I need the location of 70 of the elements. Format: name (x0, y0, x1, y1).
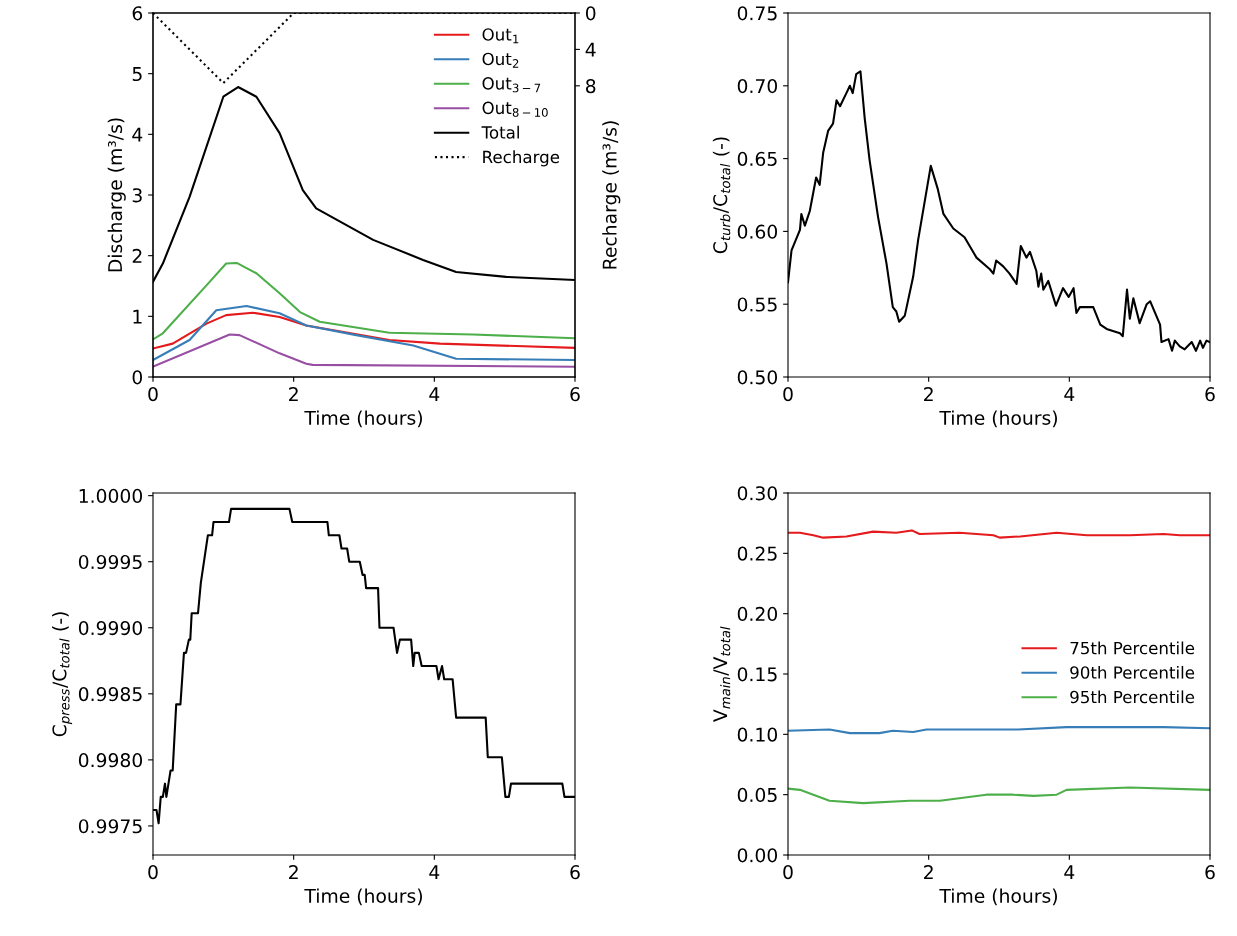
line-series (788, 786, 1210, 805)
line-series (153, 304, 575, 362)
y-tick-label: 0.05 (737, 787, 777, 803)
x-tick-label: 6 (1205, 387, 1215, 402)
y-tick-label: 1.0000 (79, 488, 143, 504)
line-series (153, 311, 575, 350)
y2-tick-label: 8 (585, 79, 596, 94)
y-tick-label: 0.9985 (78, 687, 142, 702)
y-tick-label: 0.10 (737, 727, 778, 742)
x-tick-label: 0 (148, 387, 158, 402)
y-axis-title: C$_{press}$/C$_{total}$ (-) (52, 612, 73, 737)
y-tick-label: 0.9975 (78, 819, 142, 834)
legend-label: 95th Percentile (1070, 690, 1195, 704)
x-tick-label: 6 (570, 865, 580, 880)
line-series (153, 333, 575, 368)
x-tick-label: 0 (783, 387, 793, 402)
x-tick-label: 2 (924, 387, 933, 401)
legend-label: 90th Percentile (1070, 665, 1195, 679)
legend-label: Total (481, 125, 519, 139)
x-tick-label: 4 (429, 865, 440, 879)
y-tick-label: 1 (133, 309, 142, 324)
x-axis-title: Time (hours) (939, 410, 1057, 428)
y-tick-label: 0.75 (737, 6, 777, 21)
y-tick-label: 5 (132, 67, 142, 82)
y-tick-label: 0.9990 (78, 620, 143, 636)
y-tick-label: 0.55 (737, 297, 777, 312)
y-tick-label: 0.30 (737, 486, 778, 501)
x-tick-label: 4 (1064, 865, 1075, 879)
y-axis-title: V$_{main}$/V$_{total}$ (713, 626, 731, 722)
y-tick-label: 2 (132, 248, 142, 263)
y-tick-label: 0.15 (737, 667, 777, 682)
y-axis-title: C$_{turb}$/C$_{total}$ (-) (712, 137, 731, 254)
y-tick-label: 0.20 (737, 606, 778, 622)
y-tick-label: 0.00 (737, 848, 778, 863)
x-tick-label: 6 (1205, 865, 1215, 880)
y-axis-title: Discharge (m³/s) (107, 118, 126, 272)
line-series (153, 261, 575, 341)
x-axis-title: Time (hours) (939, 888, 1057, 906)
x-tick-label: 4 (1064, 387, 1075, 401)
y-tick-label: 0.9980 (78, 753, 143, 768)
x-tick-label: 2 (289, 387, 298, 401)
y-tick-label: 0.60 (737, 224, 778, 239)
y-tick-label: 0.25 (737, 546, 777, 561)
legend-label: Recharge (483, 150, 560, 167)
y-tick-label: 0.70 (737, 79, 778, 94)
y-tick-label: 4 (132, 127, 143, 142)
legend-label: Out$_{8−10}$ (482, 101, 548, 117)
line-series (788, 529, 1210, 539)
y2-tick-label: 0 (585, 6, 596, 21)
y-tick-label: 0.65 (737, 151, 777, 166)
y-tick-label: 3 (132, 188, 142, 203)
x-tick-label: 0 (148, 865, 158, 880)
y2-tick-label: 4 (585, 42, 596, 57)
x-tick-label: 2 (289, 865, 298, 879)
x-axis-title: Time (hours) (304, 888, 422, 906)
y2-axis-title: Recharge (m³/s) (602, 121, 621, 269)
legend-label: Out$_{2}$ (482, 52, 519, 68)
legend-label: 75th Percentile (1070, 641, 1195, 655)
x-tick-label: 0 (783, 865, 793, 880)
y-tick-label: 0.9995 (78, 554, 142, 570)
x-tick-label: 2 (924, 865, 933, 879)
legend-label: Out$_{1}$ (482, 28, 519, 44)
y-tick-label: 6 (132, 6, 143, 21)
x-tick-label: 4 (429, 387, 440, 401)
y-tick-label: 0 (132, 370, 143, 385)
x-axis-title: Time (hours) (304, 410, 422, 428)
line-series (788, 726, 1210, 735)
y-tick-label: 0.50 (737, 370, 778, 385)
x-tick-label: 6 (570, 387, 580, 402)
legend-label: Out$_{3−7}$ (482, 77, 541, 93)
